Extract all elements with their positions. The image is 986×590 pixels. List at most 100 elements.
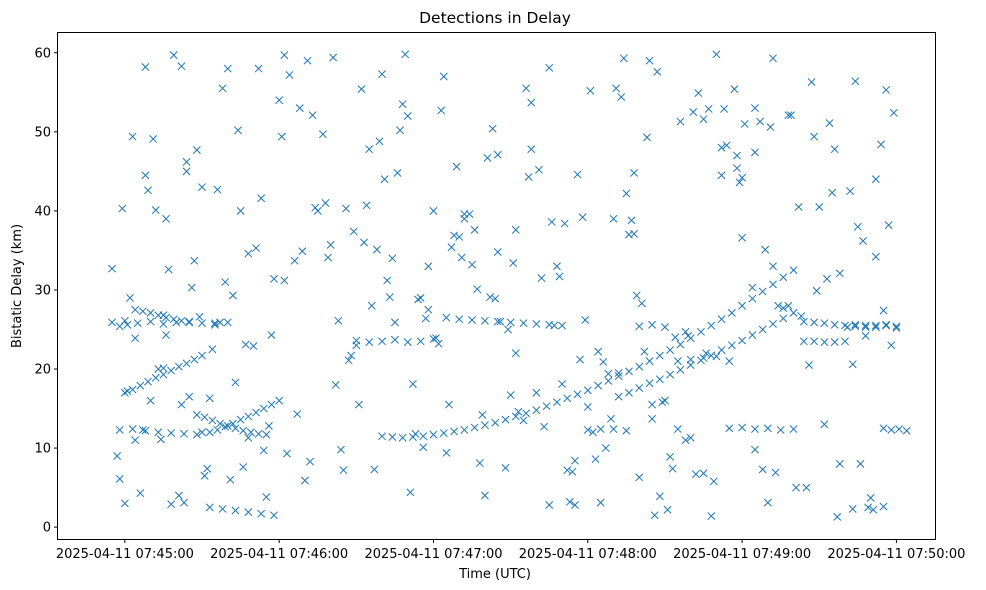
data-point: [419, 432, 428, 441]
data-point: [303, 56, 312, 65]
data-point: [555, 272, 564, 281]
data-point: [630, 168, 639, 177]
data-point: [416, 337, 425, 346]
data-point: [146, 396, 155, 405]
data-point: [825, 119, 834, 128]
data-point: [167, 429, 176, 438]
data-point: [205, 503, 214, 512]
data-point: [144, 377, 152, 386]
data-point: [583, 425, 592, 434]
data-point: [866, 493, 875, 502]
data-point: [187, 283, 196, 292]
data-point: [622, 189, 631, 198]
data-point: [172, 318, 181, 327]
data-point: [622, 426, 631, 435]
data-point: [722, 141, 731, 150]
y-axis: 0 10 20 30 40 50 60: [34, 46, 58, 536]
data-point: [771, 468, 780, 477]
data-point: [228, 291, 237, 300]
data-point: [830, 338, 839, 347]
data-point: [570, 501, 579, 509]
data-point: [437, 106, 446, 115]
data-point: [378, 337, 387, 346]
data-point: [347, 351, 356, 360]
data-point: [594, 347, 603, 356]
data-point: [403, 112, 412, 120]
data-point: [131, 436, 140, 445]
data-point: [115, 474, 124, 483]
data-point: [848, 360, 857, 369]
data-point: [496, 317, 505, 326]
data-point: [524, 172, 533, 181]
data-point: [177, 316, 186, 325]
data-point: [727, 341, 736, 350]
data-point: [370, 465, 379, 474]
data-point: [308, 111, 317, 120]
data-point: [871, 321, 880, 330]
data-point: [676, 117, 685, 126]
plot-area-frame: [57, 32, 936, 540]
data-point: [733, 151, 741, 160]
data-point: [408, 380, 417, 388]
data-point: [612, 84, 621, 93]
data-point: [385, 293, 394, 302]
data-point: [673, 425, 682, 434]
x-tick-label: 2025-04-11 07:48:00: [519, 547, 657, 562]
data-point: [200, 471, 209, 480]
data-point: [200, 413, 209, 422]
data-point: [733, 164, 741, 173]
data-point: [115, 425, 124, 434]
data-point: [583, 386, 592, 395]
data-point: [231, 506, 240, 515]
data-point: [108, 264, 116, 273]
data-point: [738, 173, 747, 182]
data-point: [882, 320, 891, 329]
data-point: [540, 422, 549, 431]
data-point: [810, 337, 819, 346]
data-point: [763, 498, 772, 507]
data-point: [511, 349, 520, 358]
data-point: [210, 320, 219, 329]
data-point: [488, 124, 497, 133]
data-point: [568, 467, 577, 476]
data-point: [812, 286, 821, 295]
data-point: [298, 247, 307, 256]
data-point: [820, 420, 829, 429]
data-point: [511, 412, 520, 421]
data-point: [624, 367, 633, 376]
data-point: [789, 266, 798, 275]
data-point: [378, 70, 387, 79]
data-point: [851, 320, 860, 329]
data-point: [717, 315, 726, 324]
data-point: [807, 78, 816, 86]
data-point: [666, 346, 675, 354]
data-point: [506, 318, 515, 327]
data-point: [390, 335, 399, 344]
data-point: [676, 340, 685, 349]
data-point: [403, 338, 412, 347]
data-point: [146, 317, 155, 326]
data-point: [882, 321, 891, 330]
data-point: [203, 464, 212, 473]
data-point: [617, 93, 626, 101]
data-point: [442, 313, 451, 322]
data-point: [398, 100, 407, 109]
data-point: [774, 301, 783, 310]
data-point: [470, 225, 479, 234]
data-point: [650, 511, 659, 520]
data-point: [465, 210, 474, 219]
data-point: [151, 206, 160, 215]
data-point: [231, 424, 240, 433]
data-point: [655, 375, 664, 384]
data-point: [421, 314, 430, 323]
data-point: [270, 274, 278, 283]
data-point: [162, 331, 170, 339]
data-point: [198, 183, 206, 192]
data-point: [128, 132, 137, 141]
data-point: [519, 416, 528, 425]
data-point: [185, 392, 194, 401]
data-point: [640, 347, 649, 356]
data-point: [864, 503, 873, 512]
data-point: [228, 419, 237, 428]
data-point: [648, 400, 657, 409]
